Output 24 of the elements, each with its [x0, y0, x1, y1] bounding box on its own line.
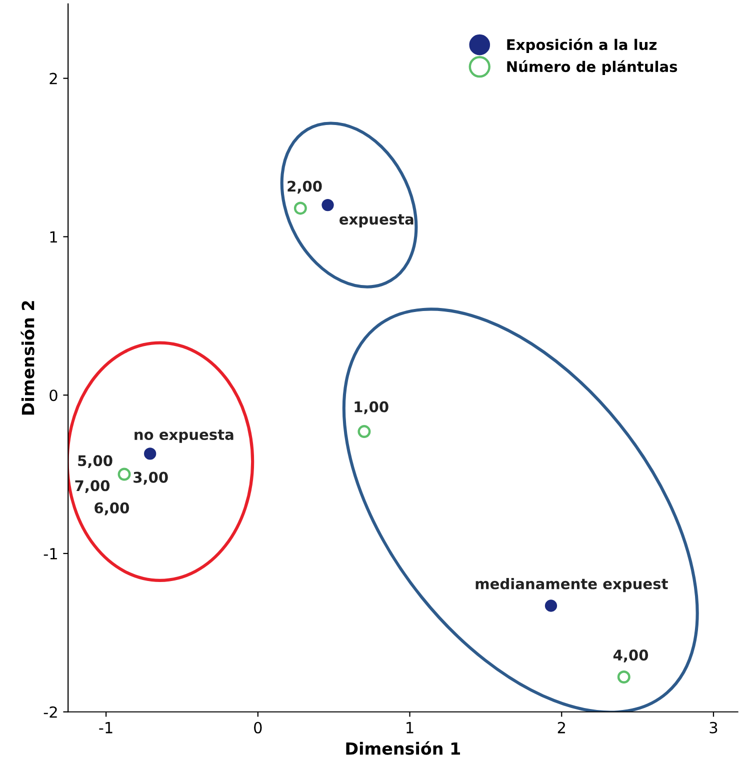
annotation: 3,00	[134, 472, 168, 485]
legend-label: Número de plántulas	[507, 60, 678, 75]
x-axis-title: Dimensión 1	[346, 741, 460, 755]
annotation: 2,00	[288, 180, 322, 194]
x-tick-label: -1	[99, 722, 112, 734]
annotation: medianamente expuest	[476, 578, 668, 592]
y-tick-label: -1	[44, 548, 57, 560]
y-tick-label: -2	[44, 706, 57, 718]
annotation: 4,00	[613, 650, 648, 662]
annotation: 5,00	[78, 455, 112, 468]
x-tick-label: 0	[254, 722, 262, 734]
annotation: 6,00	[94, 502, 129, 516]
annotation: expuesta	[339, 214, 414, 228]
annotation: no expuesta	[134, 430, 234, 443]
y-axis-title: Dimensión 2	[20, 301, 34, 415]
x-tick-label: 3	[710, 722, 718, 734]
x-tick-label: 2	[558, 722, 565, 734]
y-tick-label: 1	[50, 231, 57, 243]
annotation: 1,00	[354, 401, 388, 414]
annotation: 7,00	[75, 480, 110, 494]
x-tick-label: 1	[406, 722, 414, 734]
y-tick-label: 0	[50, 390, 58, 402]
y-tick-label: 2	[50, 72, 57, 84]
legend-label: Exposición a la luz	[507, 38, 657, 53]
